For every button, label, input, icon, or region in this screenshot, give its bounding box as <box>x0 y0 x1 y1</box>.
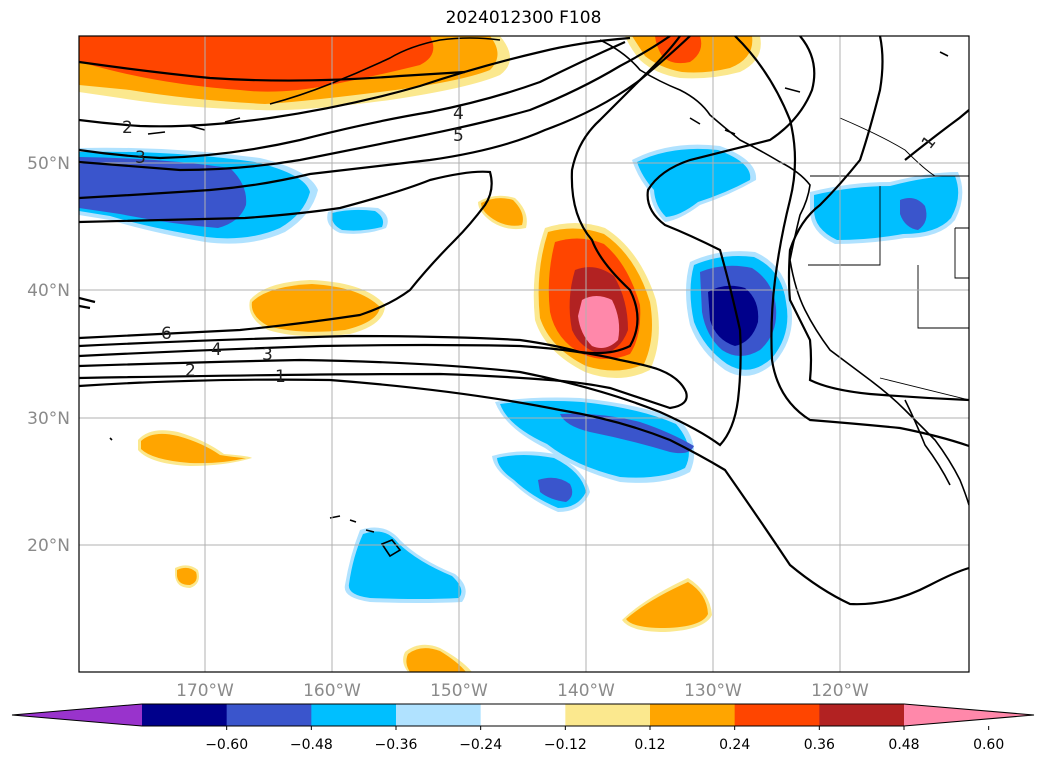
contour-label: 4 <box>453 104 464 124</box>
colorbar-bin <box>734 704 820 726</box>
contour-label: 1 <box>275 367 286 387</box>
colorbar-tick-label: 0.36 <box>804 737 835 753</box>
positive-anomaly-west <box>138 430 252 466</box>
colorbar-bin <box>396 704 482 726</box>
negative-anomaly-hawaii <box>344 527 466 603</box>
lat-label: 50°N <box>27 154 70 174</box>
positive-anomaly-south <box>403 578 712 672</box>
positive-anomaly-strong <box>533 223 659 379</box>
lon-label: 130°W <box>684 681 742 701</box>
colorbar-tick-label: 0.60 <box>973 737 1004 753</box>
colorbar-tick-label: −0.48 <box>290 737 333 753</box>
colorbar-extend-high <box>904 704 1034 726</box>
lat-label: 20°N <box>27 536 70 556</box>
contour-label: 2 <box>122 118 133 138</box>
lat-label: 30°N <box>27 409 70 429</box>
colorbar-tick-label: 0.48 <box>888 737 919 753</box>
contour-labels: 2 3 4 5 6 4 3 2 1 1 <box>122 104 940 387</box>
contour-label: 3 <box>262 345 273 365</box>
contour-label: 3 <box>135 148 146 168</box>
colorbar-bin <box>650 704 736 726</box>
colorbar-tick-label: 0.24 <box>719 737 750 753</box>
negative-anomaly-western-us <box>810 172 963 244</box>
contour-label: 6 <box>161 324 172 344</box>
colorbar-bin <box>480 704 566 726</box>
colorbar-bin <box>819 704 905 726</box>
positive-anomaly-central <box>249 280 385 337</box>
latitude-labels: 50°N 40°N 30°N 20°N <box>27 154 70 556</box>
colorbar-tick-label: −0.36 <box>375 737 418 753</box>
colorbar-outline <box>11 703 1035 727</box>
colorbar-bin <box>226 704 312 726</box>
map-frame <box>78 35 970 673</box>
lat-label: 40°N <box>27 281 70 301</box>
lon-label: 120°W <box>811 681 869 701</box>
map-area: 2 3 4 5 6 4 3 2 1 1 <box>79 36 969 672</box>
colorbar-tick-label: 0.12 <box>634 737 665 753</box>
map-title: 2024012300 F108 <box>445 8 602 28</box>
lon-label: 160°W <box>303 681 361 701</box>
colorbar-tick-label: −0.12 <box>544 737 587 753</box>
colorbar: −0.60 −0.48 −0.36 −0.24 −0.12 0.12 0.24 0.36 0.4… <box>11 703 1035 753</box>
gridlines <box>79 36 969 672</box>
colorbar-bin <box>565 704 651 726</box>
negative-anomaly-subtropical <box>492 397 695 512</box>
contour-label: 2 <box>185 361 196 381</box>
colorbar-bin <box>311 704 397 726</box>
contour-lines <box>79 36 969 606</box>
colorbar-extend-low <box>12 704 142 726</box>
lon-label: 140°W <box>557 681 615 701</box>
colorbar-tick-label: −0.60 <box>205 737 248 753</box>
contour-label: 5 <box>453 126 464 146</box>
lon-label: 170°W <box>176 681 234 701</box>
lon-label: 150°W <box>430 681 488 701</box>
negative-anomaly-pacific-northwest <box>632 144 757 222</box>
longitude-labels: 170°W 160°W 150°W 140°W 130°W 120°W <box>176 681 869 701</box>
colorbar-tick-label: −0.24 <box>459 737 502 753</box>
political-borders <box>808 117 969 401</box>
colorbar-bin <box>142 704 228 726</box>
contour-label: 4 <box>211 340 222 360</box>
